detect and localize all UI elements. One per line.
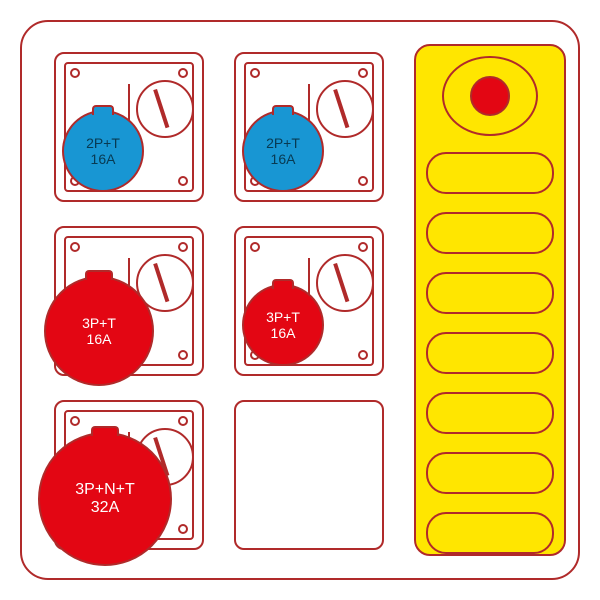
spare-module [234,400,384,550]
breaker-slot [426,332,554,374]
breaker-slot [426,512,554,554]
rotary-switch[interactable] [136,80,194,138]
cee-socket[interactable]: 3P+T16A [44,276,154,386]
socket-amp-label: 16A [271,325,296,341]
cee-socket[interactable]: 3P+T16A [242,284,324,366]
breaker-slots [416,152,564,554]
socket-type-label: 3P+T [82,315,116,331]
socket-type-label: 2P+T [86,135,120,151]
breaker-slot [426,272,554,314]
socket-type-label: 2P+T [266,135,300,151]
socket-amp-label: 16A [87,331,112,347]
socket-module: 3P+T16A [234,226,384,376]
breaker-slot [426,152,554,194]
estop-button[interactable] [470,76,510,116]
socket-module: 3P+T16A [54,226,204,376]
breaker-slot [426,212,554,254]
cee-socket[interactable]: 2P+T16A [242,110,324,192]
cee-socket[interactable]: 2P+T16A [62,110,144,192]
socket-module: 3P+N+T32A [54,400,204,550]
socket-module: 2P+T16A [54,52,204,202]
socket-type-label: 3P+T [266,309,300,325]
socket-area: 2P+T16A2P+T16A3P+T16A3P+T16A3P+N+T32A [22,22,407,578]
socket-module: 2P+T16A [234,52,384,202]
socket-type-label: 3P+N+T [75,481,135,499]
breaker-slot [426,392,554,434]
breaker-panel [414,44,566,556]
breaker-slot [426,452,554,494]
distribution-panel: 2P+T16A2P+T16A3P+T16A3P+T16A3P+N+T32A [20,20,580,580]
socket-amp-label: 32A [91,499,119,517]
rotary-switch[interactable] [316,80,374,138]
emergency-stop[interactable] [442,56,538,136]
socket-amp-label: 16A [271,151,296,167]
rotary-switch[interactable] [316,254,374,312]
socket-amp-label: 16A [91,151,116,167]
cee-socket[interactable]: 3P+N+T32A [38,432,172,566]
